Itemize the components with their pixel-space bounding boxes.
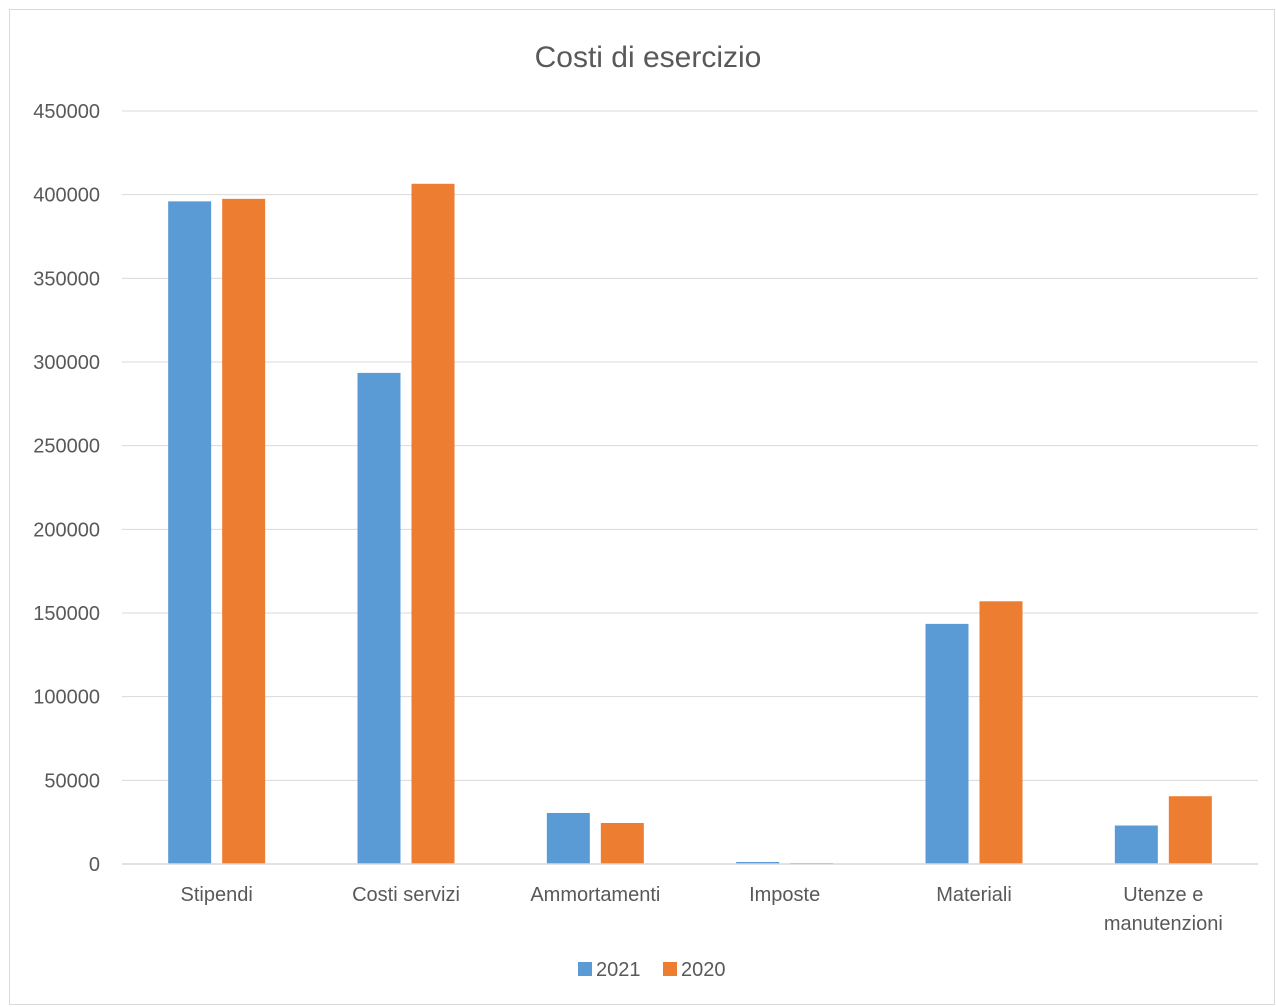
- bars: [168, 183, 1212, 865]
- chart-title: Costi di esercizio: [535, 41, 762, 74]
- legend-label: 2021: [596, 959, 641, 981]
- bar-2021-0: [168, 201, 212, 865]
- legend-swatch-2021: [578, 962, 592, 976]
- bar-2021-2: [546, 812, 590, 864]
- y-tick-label: 350000: [33, 268, 100, 290]
- legend: 2021 2020: [578, 959, 726, 981]
- bar-2021-3: [736, 861, 780, 864]
- y-tick-label: 100000: [33, 687, 100, 709]
- legend-label: 2020: [681, 959, 726, 981]
- bar-2021-4: [925, 623, 969, 864]
- y-tick-label: 200000: [33, 519, 100, 541]
- y-tick-label: 150000: [33, 603, 100, 625]
- bar-2020-5: [1168, 796, 1212, 864]
- y-tick-label: 0: [89, 854, 100, 876]
- bar-2020-4: [979, 601, 1023, 864]
- bar-2020-1: [411, 183, 455, 865]
- x-axis: Stipendi Costi servizi Ammortamenti Imposte…: [122, 863, 1258, 935]
- x-tick-label: Ammortamenti: [530, 884, 660, 906]
- y-axis: 0 50000 100000 150000 200000 250000 300000 3500…: [33, 101, 100, 876]
- bar-2021-1: [357, 372, 401, 864]
- y-tick-label: 300000: [33, 352, 100, 374]
- y-tick-label: 50000: [44, 770, 100, 792]
- bar-2020-0: [222, 198, 266, 865]
- x-tick-label: Imposte: [749, 884, 820, 906]
- legend-swatch-2020: [663, 962, 677, 976]
- x-tick-label: Utenze e: [1123, 884, 1203, 906]
- y-tick-label: 250000: [33, 436, 100, 458]
- gridlines: [122, 110, 1258, 865]
- bar-2020-2: [600, 823, 644, 864]
- x-tick-label: Costi servizi: [352, 884, 460, 906]
- x-tick-label: manutenzioni: [1104, 913, 1223, 935]
- x-tick-label: Stipendi: [181, 884, 253, 906]
- x-tick-label: Materiali: [936, 884, 1012, 906]
- bar-2021-5: [1114, 825, 1158, 864]
- y-tick-label: 450000: [33, 101, 100, 123]
- y-tick-label: 400000: [33, 185, 100, 207]
